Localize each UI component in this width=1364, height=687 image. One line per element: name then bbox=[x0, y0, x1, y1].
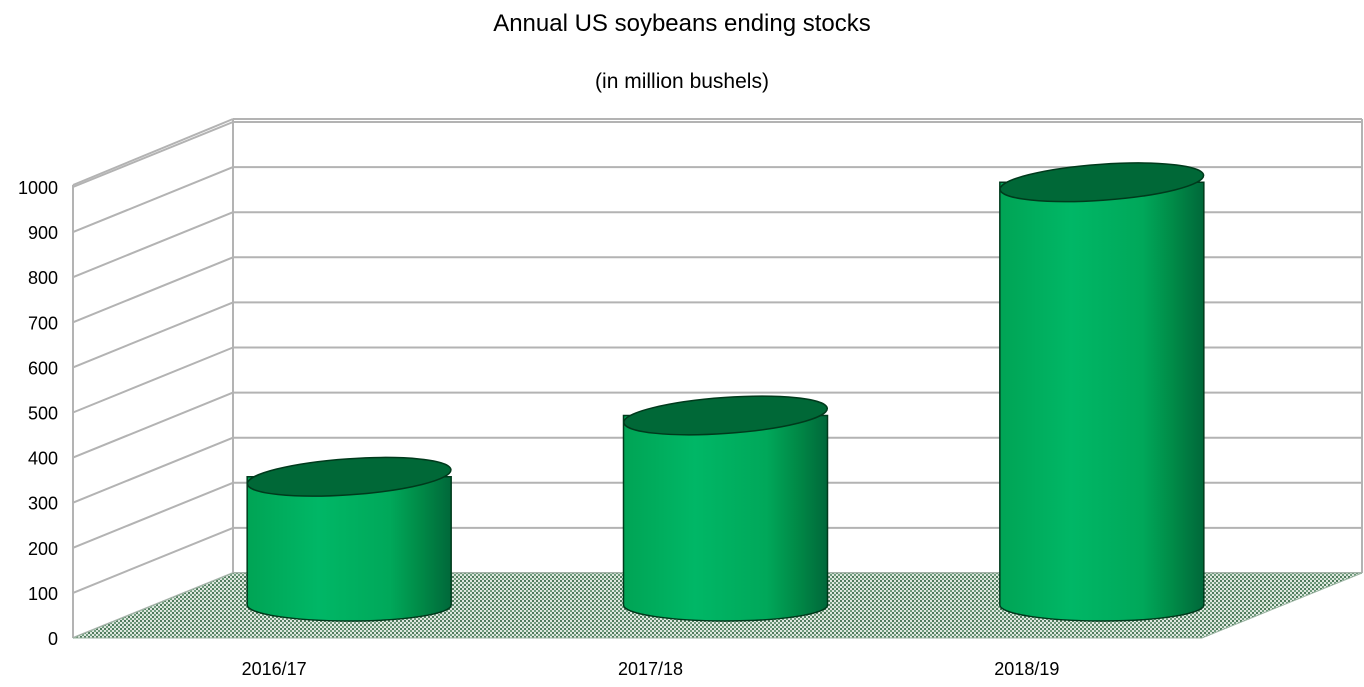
y-tick-label: 100 bbox=[28, 584, 58, 604]
x-tick-label: 2016/17 bbox=[242, 659, 307, 679]
y-tick-label: 800 bbox=[28, 268, 58, 288]
y-tick-label: 600 bbox=[28, 358, 58, 378]
gridline-side-3 bbox=[72, 436, 234, 504]
y-tick-label: 300 bbox=[28, 494, 58, 514]
y-tick-label: 1000 bbox=[18, 178, 58, 198]
y-axis-tick-labels: 0 100 200 300 400 500 600 700 800 900 1000 bbox=[18, 178, 58, 649]
bar-body bbox=[999, 181, 1205, 622]
bar-top bbox=[246, 456, 452, 497]
gridline-side-10 bbox=[72, 121, 234, 188]
chart-title: Annual US soybeans ending stocks bbox=[493, 10, 871, 37]
bar-body bbox=[622, 414, 829, 622]
gridline-side-6 bbox=[72, 301, 234, 369]
gridline-side-4 bbox=[72, 391, 234, 459]
x-tick-label: 2017/18 bbox=[618, 659, 683, 679]
y-tick-label: 700 bbox=[28, 313, 58, 333]
y-tick-label: 400 bbox=[28, 449, 58, 469]
gridline-side-1 bbox=[72, 526, 234, 594]
left-wall-top-edge bbox=[72, 118, 234, 186]
bar-2018/19 bbox=[999, 162, 1205, 622]
bars bbox=[246, 162, 1205, 622]
x-tick-label: 2018/19 bbox=[994, 659, 1059, 679]
y-tick-label: 900 bbox=[28, 223, 58, 243]
bar-body bbox=[246, 476, 452, 622]
y-tick-label: 200 bbox=[28, 539, 58, 559]
chart-subtitle: (in million bushels) bbox=[595, 70, 769, 93]
y-tick-label: 500 bbox=[28, 404, 58, 424]
gridline-side-9 bbox=[72, 166, 234, 234]
x-axis-tick-labels: 2016/17 2017/18 2018/19 bbox=[242, 659, 1060, 679]
bar-2016/17 bbox=[246, 456, 452, 622]
bar-top bbox=[622, 395, 829, 436]
bar-top bbox=[999, 162, 1205, 203]
y-tick-label: 0 bbox=[48, 629, 58, 649]
gridline-side-2 bbox=[72, 481, 234, 549]
gridline-side-7 bbox=[72, 256, 234, 324]
bar-2017/18 bbox=[622, 395, 829, 622]
gridline-side-8 bbox=[72, 211, 234, 279]
gridline-side-5 bbox=[72, 346, 234, 414]
